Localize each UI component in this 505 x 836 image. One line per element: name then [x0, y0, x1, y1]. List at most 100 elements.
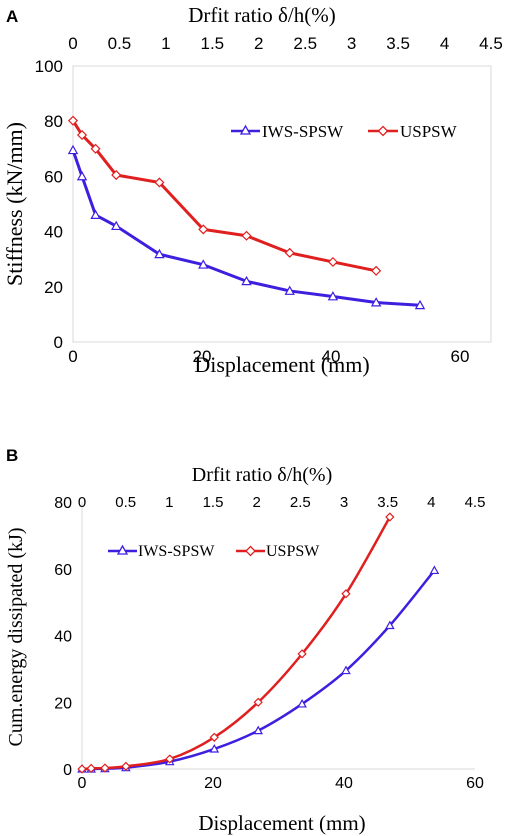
top-tick-label: 1	[161, 34, 170, 53]
y-axis-title: Cum.energy dissipated (kJ)	[5, 527, 27, 746]
x-axis-title: Displacement (mm)	[194, 352, 369, 377]
data-point-iws-spsw	[253, 725, 264, 735]
data-point-iws-spsw	[284, 285, 295, 295]
legend-label-iws-spsw: IWS-SPSW	[138, 543, 215, 560]
data-point-uspsw	[77, 764, 87, 774]
top-tick-label: 2	[254, 34, 263, 53]
plot-frame	[72, 65, 492, 343]
data-point-uspsw	[100, 763, 110, 773]
y-tick-label: 20	[44, 278, 63, 297]
y-tick-label: 40	[44, 223, 63, 242]
data-point-uspsw	[67, 115, 79, 126]
data-point-uspsw	[86, 763, 96, 773]
data-point-uspsw	[165, 754, 175, 764]
top-tick-label: 3.5	[386, 34, 410, 53]
y-axis-title: Stiffness (kN/mm)	[2, 122, 27, 286]
x-tick-label: 40	[335, 775, 353, 792]
legend-marker-diamond	[377, 125, 389, 137]
top-tick-label: 2.5	[293, 34, 317, 53]
data-point-iws-spsw	[241, 275, 252, 286]
top-tick-label: 0.5	[108, 34, 132, 53]
data-point-iws-spsw	[327, 291, 339, 301]
y-tick-label: 0	[63, 762, 72, 779]
series-line-uspsw	[71, 119, 377, 273]
y-tick-label: 80	[44, 112, 63, 131]
data-point-iws-spsw	[414, 299, 426, 310]
data-point-uspsw	[241, 230, 252, 241]
legend-marker-triangle	[116, 544, 129, 555]
top-tick-label: 3.5	[377, 494, 398, 511]
x-tick-label: 60	[466, 775, 484, 792]
x-tick-label: 20	[193, 347, 212, 366]
data-point-iws-spsw	[198, 259, 209, 269]
top-tick-label: 2.5	[290, 494, 311, 511]
data-point-iws-spsw	[76, 170, 88, 181]
data-point-uspsw	[253, 697, 263, 707]
data-point-uspsw	[297, 649, 307, 659]
data-point-iws-spsw	[429, 565, 440, 575]
x-tick-label: 0	[68, 347, 77, 366]
legend-label-uspsw: USPSW	[266, 543, 320, 560]
y-tick-label: 60	[44, 167, 63, 186]
legend-label-iws-spsw: IWS-SPSW	[262, 122, 344, 141]
legend: IWS-SPSW USPSW	[231, 122, 458, 141]
y-tick-label: 40	[54, 629, 72, 646]
top-tick-label: 4.5	[479, 34, 503, 53]
data-point-uspsw	[284, 247, 295, 258]
series-line-iws-spsw	[81, 569, 436, 771]
top-tick-label: 0.5	[115, 494, 136, 511]
top-tick-label: 1.5	[203, 494, 224, 511]
legend: IWS-SPSW USPSW	[108, 543, 320, 560]
top-tick-label: 0	[68, 34, 77, 53]
data-point-uspsw	[121, 761, 131, 771]
top-tick-label: 0	[78, 494, 86, 511]
data-point-uspsw	[385, 512, 395, 522]
x-tick-label: 20	[204, 775, 222, 792]
data-point-uspsw	[341, 589, 351, 599]
data-point-uspsw	[111, 169, 122, 181]
legend-marker-diamond	[245, 545, 256, 557]
top-axis-title: Drfit ratio δ/h(%)	[192, 464, 333, 486]
x-axis-title: Displacement (mm)	[198, 811, 365, 835]
y-tick-label: 80	[54, 495, 72, 512]
x-tick-label: 40	[322, 347, 341, 366]
data-point-iws-spsw	[67, 144, 79, 155]
data-point-uspsw	[90, 143, 101, 154]
top-tick-label: 2	[252, 494, 260, 511]
data-point-uspsw	[327, 256, 338, 268]
y-tick-label: 0	[54, 333, 63, 352]
top-tick-label: 3	[347, 34, 356, 53]
top-tick-label: 1.5	[201, 34, 225, 53]
y-tick-label: 100	[35, 57, 63, 76]
top-tick-label: 4.5	[465, 494, 486, 511]
data-point-iws-spsw	[297, 698, 307, 708]
data-point-uspsw	[371, 265, 382, 276]
top-tick-label: 4	[440, 34, 449, 53]
y-tick-label: 60	[54, 562, 72, 579]
data-point-iws-spsw	[154, 248, 165, 259]
data-point-iws-spsw	[385, 620, 395, 630]
top-tick-label: 4	[427, 494, 435, 511]
data-point-iws-spsw	[370, 297, 382, 307]
top-tick-label: 1	[165, 494, 173, 511]
data-point-iws-spsw	[341, 665, 351, 675]
panel-label: B	[6, 446, 18, 465]
panel-label: A	[6, 7, 18, 26]
data-point-uspsw	[76, 129, 88, 141]
y-tick-label: 20	[54, 695, 72, 712]
data-point-uspsw	[209, 732, 219, 742]
top-axis-title: Drfit ratio δ/h(%)	[188, 3, 336, 27]
data-point-iws-spsw	[110, 220, 122, 231]
x-tick-label: 60	[451, 347, 470, 366]
legend-marker-triangle	[239, 124, 252, 135]
x-tick-label: 0	[78, 775, 87, 792]
top-tick-label: 3	[340, 494, 348, 511]
data-point-iws-spsw	[209, 743, 220, 753]
data-point-iws-spsw	[90, 209, 101, 219]
legend-label-uspsw: USPSW	[400, 122, 458, 141]
series-line-uspsw	[81, 516, 391, 771]
data-point-uspsw	[198, 224, 209, 235]
data-point-uspsw	[154, 177, 165, 188]
panel-a: A Drfit ratio δ/h(%) Displacement (mm) S…	[2, 3, 503, 377]
